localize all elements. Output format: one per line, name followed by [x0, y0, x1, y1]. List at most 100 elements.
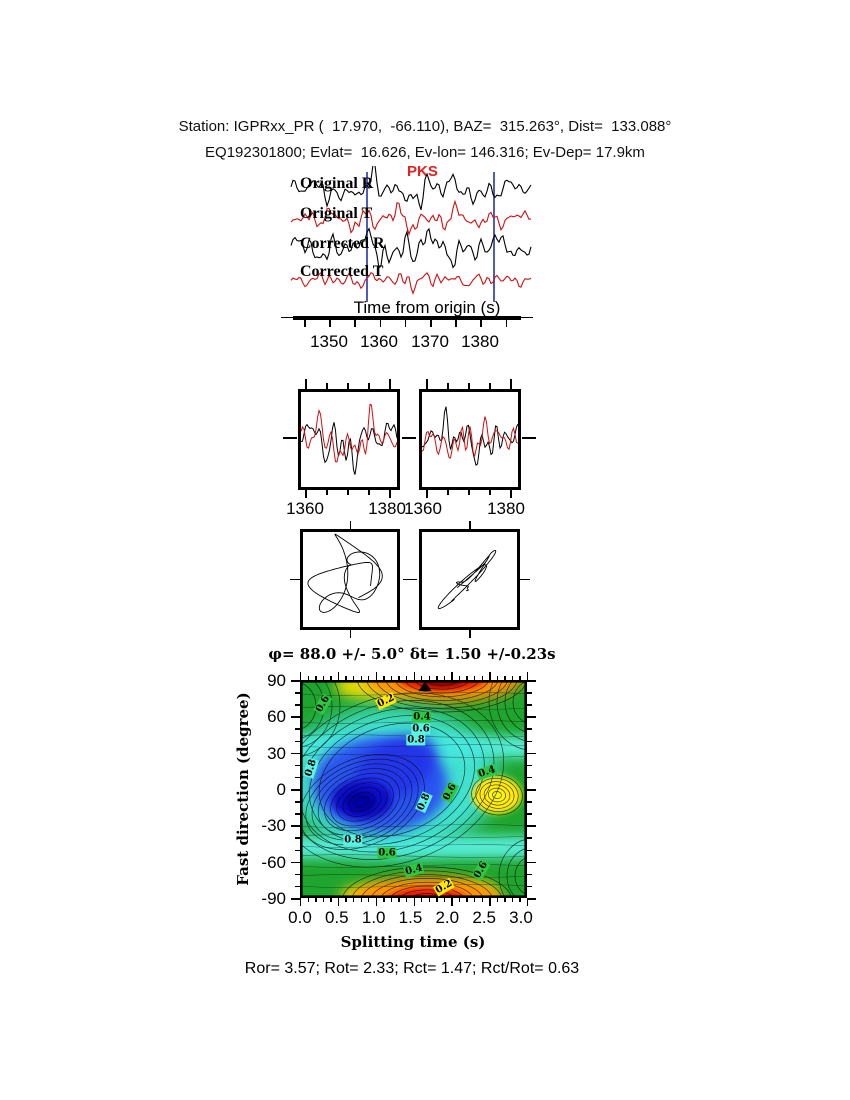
contour-top-tick [405, 676, 408, 680]
trace-label-original-t: Original T [300, 205, 373, 222]
zoom-window-1-traces [301, 403, 397, 475]
particle-bottom-tick [349, 630, 352, 638]
contour-top-tick [413, 672, 415, 680]
zoom-box-top-tick [468, 383, 470, 389]
contour-top-tick [489, 672, 491, 680]
contour-bottom-tick [421, 898, 423, 902]
contour-xtick-label: 0.0 [288, 908, 312, 927]
contour-left-tick [291, 861, 300, 864]
contour-left-tick [295, 813, 300, 815]
zoom-window-plot-1 [298, 389, 400, 490]
zoom-box-side-tick [522, 437, 536, 439]
particle-right-tick [520, 578, 530, 581]
contour-top-tick [337, 672, 340, 680]
contour-bottom-tick [413, 898, 415, 906]
contour-bottom-tick [368, 898, 370, 902]
contour-level-label: 0.6 [411, 723, 431, 735]
contour-bottom-tick [466, 898, 468, 902]
contour-bottom-tick [436, 898, 438, 902]
contour-left-tick [295, 801, 300, 803]
contour-bottom-tick [383, 898, 385, 902]
contour-right-tick [527, 873, 532, 876]
contour-top-tick [315, 676, 317, 680]
time-tick-label: 1360 [360, 332, 398, 351]
contour-top-tick [451, 672, 453, 680]
contour-level-label: 0.8 [406, 734, 426, 746]
contour-bottom-tick [307, 898, 309, 902]
contour-right-tick [527, 788, 536, 791]
time-axis-tick [304, 319, 306, 327]
particle-top-tick [349, 521, 352, 529]
contour-bottom-tick [428, 898, 431, 902]
contour-left-tick [295, 704, 300, 706]
contour-bottom-tick [458, 898, 461, 902]
contour-right-tick [527, 837, 532, 840]
contour-top-tick [360, 676, 362, 680]
contour-top-tick [398, 676, 400, 680]
contour-top-tick [330, 676, 332, 680]
time-axis-tick [329, 319, 331, 327]
contour-right-tick [527, 716, 536, 718]
contour-right-tick [527, 861, 536, 864]
time-axis-tick [480, 319, 482, 327]
contour-bottom-tick [300, 898, 302, 906]
zoom-box-top-tick [326, 383, 328, 389]
contour-top-tick [352, 676, 355, 680]
zoom-box-top-tick [389, 379, 391, 389]
contour-bottom-tick [474, 898, 476, 902]
zoom-box-top-tick [347, 383, 349, 389]
contour-bottom-tick [496, 898, 499, 902]
zoom-box-bottom-tick [347, 490, 349, 495]
contour-left-tick [291, 825, 300, 827]
contour-top-tick [390, 676, 393, 680]
zoom-tick-label: 1380 [487, 499, 525, 518]
contour-right-tick [527, 752, 536, 755]
contour-bottom-tick [345, 898, 347, 902]
contour-xtick-label: 1.5 [398, 908, 423, 927]
zoom-box-top-tick [426, 379, 428, 389]
contour-right-tick [527, 897, 536, 900]
contour-bottom-tick [337, 898, 340, 906]
zoom-box-top-tick [489, 383, 491, 389]
contour-top-tick [481, 676, 483, 680]
contour-right-tick [527, 704, 532, 706]
contour-level-label: 0.8 [343, 834, 363, 846]
contour-left-tick [295, 764, 300, 767]
phase-label: PKS [407, 163, 438, 180]
contour-bottom-tick [398, 898, 400, 902]
contour-top-tick [436, 676, 438, 680]
contour-xtick-label: 0.5 [324, 908, 349, 927]
contour-bottom-tick [451, 898, 453, 906]
particle-top-tick [469, 521, 471, 529]
contour-right-tick [527, 849, 532, 852]
stats-line: Ror= 3.57; Rot= 2.33; Rct= 1.47; Rct/Rot… [244, 960, 580, 977]
waveform-traces-plot [290, 166, 532, 302]
zoom-box-bottom-tick [426, 490, 428, 498]
contour-left-tick [295, 692, 300, 694]
contour-bottom-tick [330, 898, 332, 902]
contour-bottom-tick [322, 898, 325, 902]
contour-right-tick [527, 764, 532, 767]
contour-top-tick [511, 676, 514, 680]
time-axis-tick [354, 319, 356, 327]
contour-right-tick [527, 813, 532, 815]
particle-left-tick [290, 578, 300, 581]
contour-xlabel: Splitting time (s) [340, 933, 486, 951]
contour-bottom-tick [360, 898, 362, 902]
contour-left-tick [295, 837, 300, 840]
zoom-box-bottom-tick [468, 490, 470, 495]
contour-top-tick [428, 676, 431, 680]
contour-level-label: 0.4 [412, 711, 432, 723]
trace-label-corrected-r: Corrected R [300, 235, 385, 252]
contour-level-label: 0.6 [377, 847, 397, 859]
zoom-tick-label: 1360 [404, 499, 442, 518]
station-header: Station: IGPRxx_PR ( 17.970, -66.110), B… [178, 118, 672, 135]
zoom-box-bottom-tick [326, 490, 328, 495]
zoom-box-bottom-tick [510, 490, 512, 498]
time-tick-label: 1350 [310, 332, 348, 351]
time-axis-label: Time from origin (s) [353, 298, 501, 317]
zoom-box-side-tick [283, 437, 297, 439]
contour-top-tick [383, 676, 385, 680]
zoom-window-plot-2 [419, 389, 521, 490]
